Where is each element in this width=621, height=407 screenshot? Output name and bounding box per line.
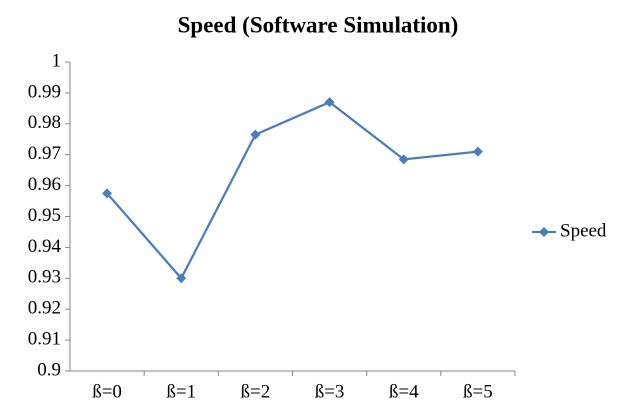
y-tick-label: 1 [52, 50, 62, 71]
y-tick-label: 0.91 [28, 328, 61, 349]
y-tick-label: 0.9 [37, 359, 61, 380]
point [176, 273, 187, 284]
legend-label: Speed [560, 220, 607, 241]
legend-marker [539, 227, 549, 237]
x-tick-label: ß=2 [241, 381, 271, 402]
chart-title: Speed (Software Simulation) [178, 12, 459, 37]
x-tick-label: ß=0 [92, 381, 122, 402]
x-tick-label: ß=1 [166, 381, 196, 402]
series-line [106, 101, 479, 280]
y-tick-label: 0.95 [28, 205, 61, 226]
y-tick-label: 0.93 [28, 267, 61, 288]
point [250, 129, 261, 140]
point [472, 146, 483, 157]
x-tick-label: ß=5 [463, 381, 493, 402]
y-tick-label: 0.98 [28, 112, 61, 133]
x-tick-label: ß=3 [315, 381, 345, 402]
point [324, 97, 335, 108]
y-tick-label: 0.96 [28, 174, 61, 195]
y-tick-label: 0.92 [28, 298, 61, 319]
point [398, 154, 409, 165]
y-tick-label: 0.97 [28, 143, 61, 164]
point [102, 188, 113, 199]
y-tick-label: 0.94 [28, 236, 62, 257]
x-tick-label: ß=4 [389, 381, 419, 402]
y-tick-label: 0.99 [28, 81, 61, 102]
